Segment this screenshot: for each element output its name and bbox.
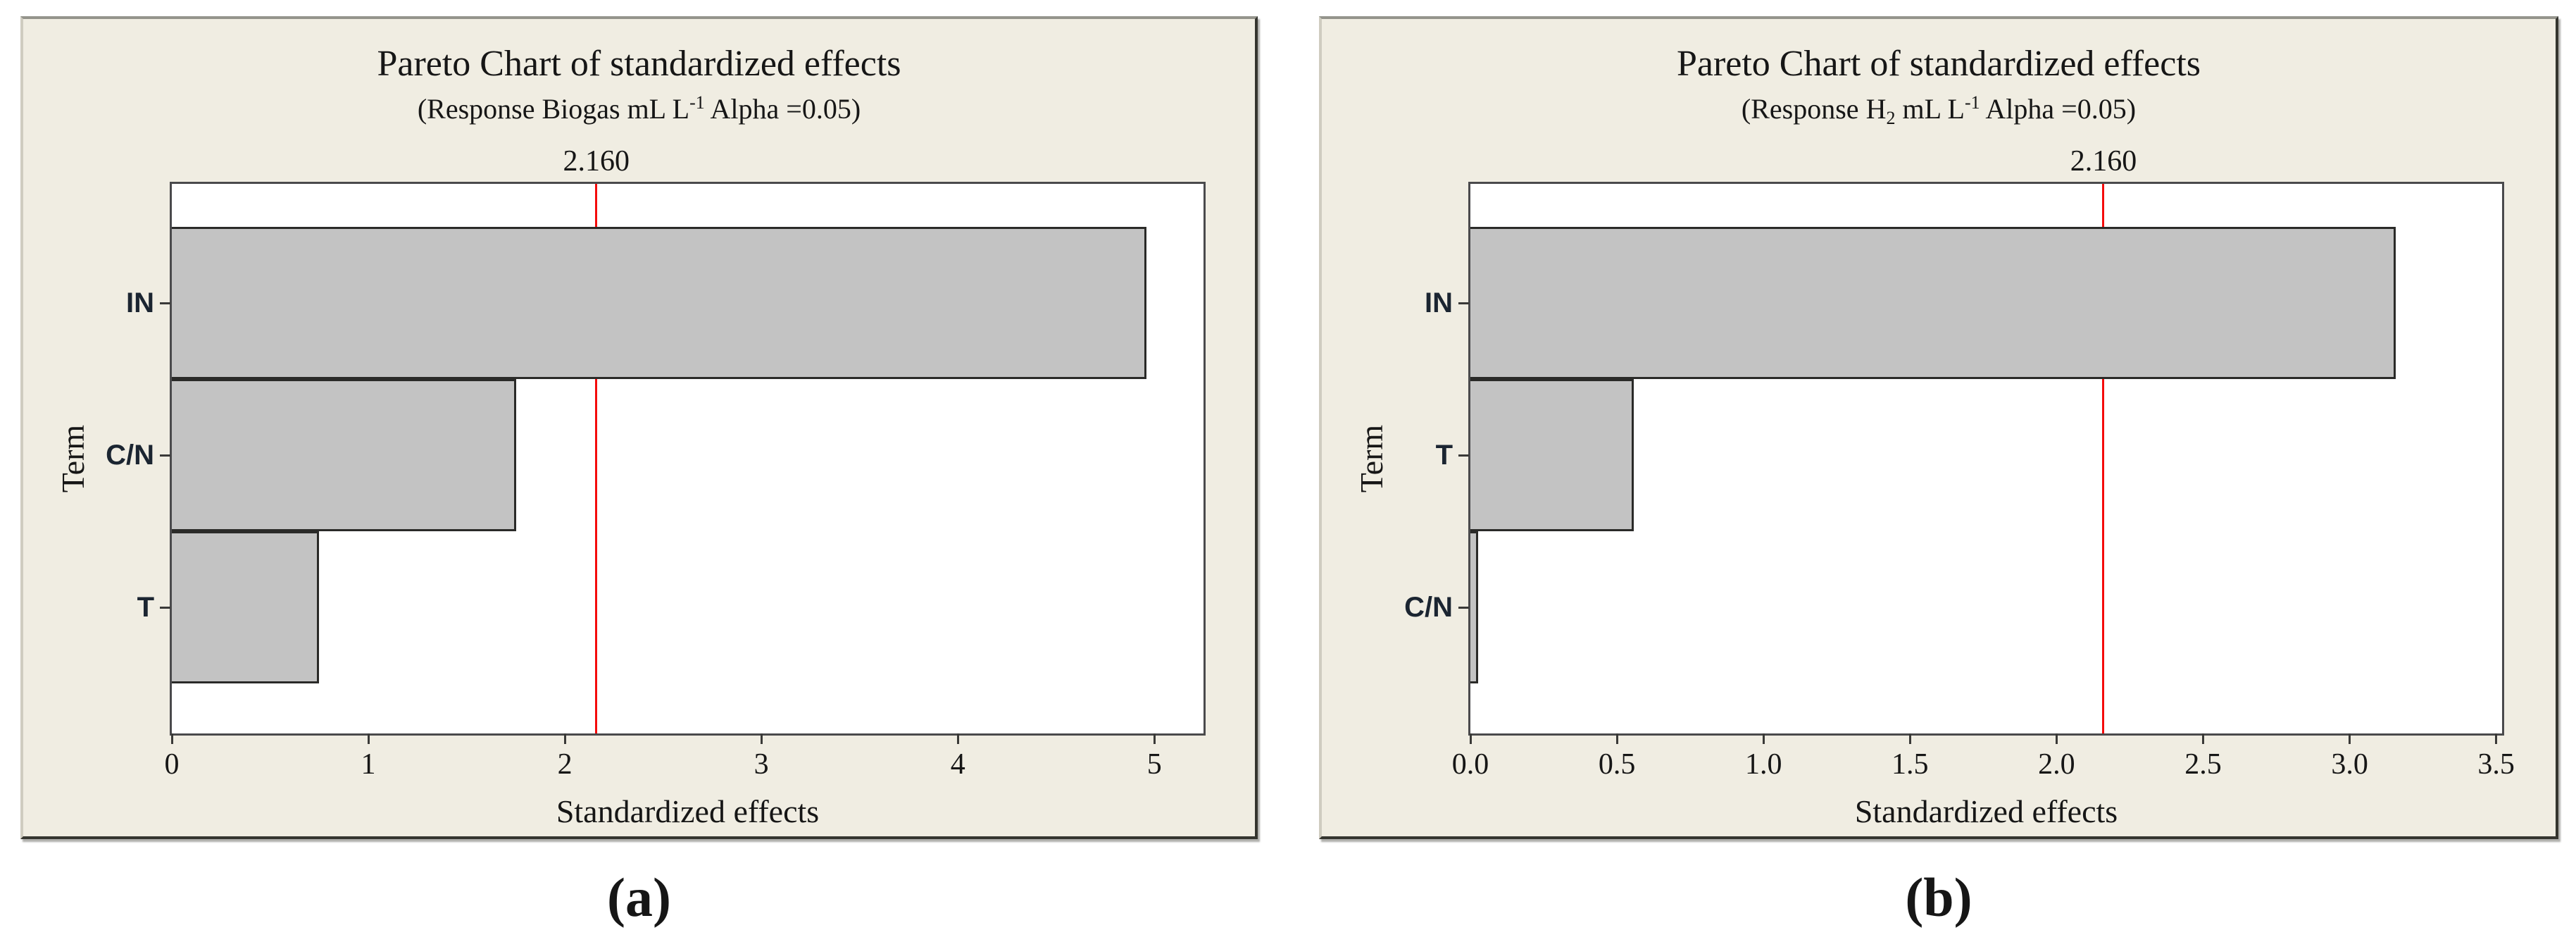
category-label: C/N [1404, 592, 1453, 623]
x-tick-label: 4 [950, 748, 965, 781]
plot-area [170, 182, 1206, 736]
reference-line-label: 2.160 [563, 145, 630, 178]
reference-line [595, 184, 598, 733]
bar-c-n [172, 379, 516, 531]
subfigure-caption-b: (b) [1905, 867, 1972, 928]
bar-t [1470, 379, 1634, 531]
x-tick-mark [2201, 733, 2204, 744]
category-label: T [137, 592, 154, 623]
reference-line [2102, 184, 2105, 733]
bar-in [172, 227, 1147, 379]
subtitle-segment: Alpha =0.05) [1980, 93, 2137, 125]
subtitle-segment: mL L [1895, 93, 1965, 125]
x-tick-mark [760, 733, 763, 744]
x-tick-mark [1615, 733, 1618, 744]
x-tick-mark [956, 733, 959, 744]
chart-subtitle: (Response H2 mL L-1 Alpha =0.05) [1322, 92, 2556, 128]
x-tick-mark [1908, 733, 1911, 744]
x-tick-mark [170, 733, 173, 744]
x-axis-label: Standardized effects [1854, 793, 2118, 829]
category-label: T [1435, 440, 1453, 471]
x-tick-label: 2.0 [2038, 748, 2075, 781]
bar-c-n [1470, 531, 1479, 683]
chart-subtitle: (Response Biogas mL L-1 Alpha =0.05) [23, 92, 1255, 126]
subfigure-caption-a: (a) [607, 867, 671, 928]
x-tick-label: 1 [361, 748, 376, 781]
x-tick-label: 2.5 [2184, 748, 2222, 781]
x-tick-mark [2495, 733, 2498, 744]
x-tick-label: 2 [557, 748, 573, 781]
x-tick-mark [367, 733, 370, 744]
pareto-chart-panel-a: Pareto Chart of standardized effects (Re… [20, 16, 1258, 839]
y-tick-mark [160, 606, 170, 609]
category-label: IN [126, 287, 154, 318]
y-tick-mark [1458, 454, 1469, 457]
x-tick-label: 3 [754, 748, 769, 781]
x-tick-label: 3.5 [2477, 748, 2515, 781]
subtitle-segment: (Response Biogas mL L [417, 93, 690, 125]
x-tick-mark [1153, 733, 1156, 744]
subtitle-segment: Alpha =0.05) [704, 93, 861, 125]
reference-line-label: 2.160 [2070, 145, 2137, 178]
plot-area [1468, 182, 2504, 736]
category-label: IN [1425, 287, 1453, 318]
x-tick-label: 3.0 [2331, 748, 2368, 781]
x-tick-label: 0 [164, 748, 180, 781]
y-tick-mark [1458, 606, 1469, 609]
x-tick-label: 1.0 [1744, 748, 1782, 781]
subtitle-segment: -1 [689, 92, 705, 113]
x-tick-mark [1469, 733, 1472, 744]
x-tick-mark [2055, 733, 2058, 744]
x-tick-mark [1762, 733, 1765, 744]
category-label: C/N [106, 440, 154, 471]
x-tick-label: 0.0 [1451, 748, 1489, 781]
y-tick-mark [160, 302, 170, 304]
x-axis-label: Standardized effects [556, 793, 820, 829]
x-tick-label: 0.5 [1598, 748, 1636, 781]
subtitle-segment: -1 [1964, 92, 1980, 113]
chart-title: Pareto Chart of standardized effects [1676, 44, 2201, 84]
subtitle-segment: (Response H [1741, 93, 1887, 125]
y-tick-mark [1458, 302, 1469, 304]
x-tick-mark [2349, 733, 2351, 744]
chart-title: Pareto Chart of standardized effects [377, 44, 901, 84]
x-tick-mark [563, 733, 566, 744]
bar-t [172, 531, 320, 683]
bar-in [1470, 227, 2396, 379]
pareto-chart-panel-b: Pareto Chart of standardized effects (Re… [1319, 16, 2558, 839]
y-tick-mark [160, 454, 170, 457]
x-tick-label: 1.5 [1892, 748, 1929, 781]
subtitle-segment: 2 [1886, 108, 1896, 128]
x-tick-label: 5 [1146, 748, 1162, 781]
